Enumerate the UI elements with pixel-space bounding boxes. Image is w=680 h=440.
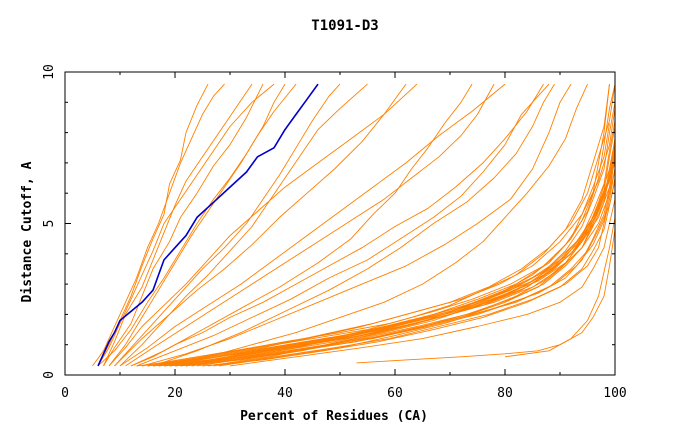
model-series-line-2 [103,83,253,367]
x-tick-label: 40 [277,386,293,401]
model-series-line-10 [130,83,473,367]
model-series-line-8 [114,83,341,367]
x-tick-label: 100 [603,386,626,401]
model-series-line-37 [180,144,616,367]
model-series-line-6 [97,83,275,367]
model-series-line-46 [114,83,407,367]
model-series-line-36 [202,177,616,367]
y-axis-label: Distance Cutoff, A [20,161,35,302]
model-series-line-12 [141,83,572,367]
model-series-line-42 [504,217,616,358]
y-tick-label: 5 [42,220,57,228]
chart-title: T1091-D3 [311,18,378,34]
x-axis-label: Percent of Residues (CA) [240,409,428,424]
model-series-line-38 [213,168,616,367]
model-series-line-4 [108,83,297,367]
axis-layer: 0 20 40 60 80 100 0 5 10 [42,64,627,401]
x-tick-label: 80 [497,386,513,401]
series-layer [92,83,616,367]
model-series-line-32 [147,162,616,367]
model-series-line-40 [218,156,616,367]
model-series-line-0 [92,83,225,367]
model-series-line-43 [229,199,616,367]
model-series-line-13 [152,83,555,367]
model-series-line-9 [125,83,495,367]
model-series-line-15 [130,83,544,367]
model-series-line-35 [169,153,616,367]
model-series-line-14 [108,83,418,367]
model-series-line-11 [136,83,550,367]
y-tick-label: 0 [42,371,57,379]
x-tick-label: 20 [167,386,183,401]
model-series-line-31 [191,123,610,367]
model-series-line-3 [97,83,286,367]
model-series-line-5 [103,83,264,367]
y-tick-label: 10 [42,64,57,80]
model-series-line-45 [119,83,506,367]
x-tick-label: 0 [61,386,69,401]
model-series-line-16 [147,84,610,367]
model-series-line-44 [163,83,588,367]
model-series-line-19 [136,84,610,367]
model-series-line-39 [185,181,616,367]
highlight-series-line [97,83,319,367]
model-series-line-7 [119,83,368,367]
x-tick-label: 60 [387,386,403,401]
